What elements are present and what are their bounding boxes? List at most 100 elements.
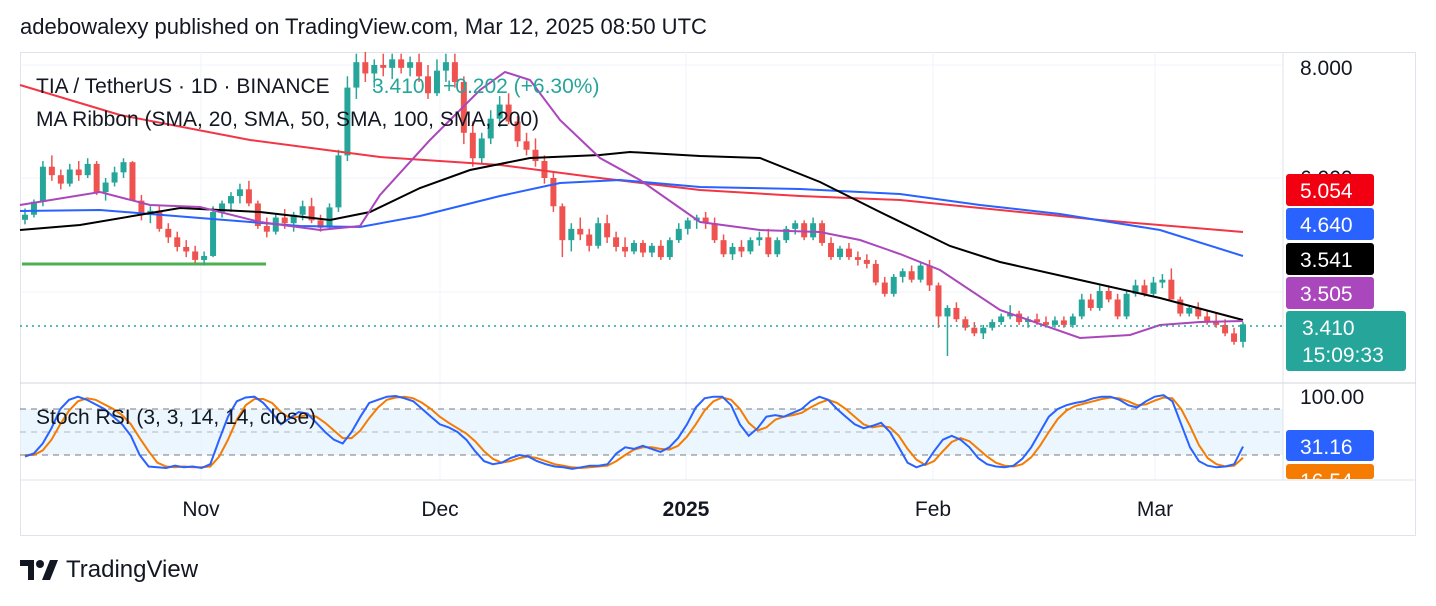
candle[interactable] <box>120 158 127 178</box>
candle[interactable] <box>1177 296 1184 317</box>
candle[interactable] <box>425 65 432 99</box>
candle[interactable] <box>66 163 73 187</box>
candle[interactable] <box>57 169 64 190</box>
candle[interactable] <box>702 211 709 229</box>
candle[interactable] <box>201 251 208 266</box>
candle[interactable] <box>774 237 781 258</box>
candle[interactable] <box>962 316 969 331</box>
candle[interactable] <box>604 214 611 243</box>
sma-200-line[interactable] <box>19 84 1244 233</box>
candle[interactable] <box>550 172 557 212</box>
candle[interactable] <box>971 322 978 337</box>
candle[interactable] <box>711 217 718 243</box>
candle[interactable] <box>362 52 369 82</box>
candle[interactable] <box>1240 322 1246 348</box>
candle[interactable] <box>156 206 163 232</box>
candle[interactable] <box>935 282 942 328</box>
candle[interactable] <box>210 206 217 258</box>
candle[interactable] <box>639 240 646 258</box>
candle[interactable] <box>102 178 109 201</box>
candle[interactable] <box>183 240 190 258</box>
candle[interactable] <box>729 242 736 260</box>
candle[interactable] <box>1150 276 1157 297</box>
candle[interactable] <box>595 217 602 249</box>
candle[interactable] <box>854 251 861 266</box>
candle[interactable] <box>84 158 91 178</box>
candle[interactable] <box>326 203 333 229</box>
candle[interactable] <box>469 121 476 167</box>
candle[interactable] <box>398 53 405 74</box>
candle[interactable] <box>442 53 449 82</box>
candle[interactable] <box>747 237 754 255</box>
candle[interactable] <box>129 161 136 201</box>
candle[interactable] <box>872 259 879 286</box>
candle[interactable] <box>478 132 485 164</box>
candle[interactable] <box>1087 293 1094 311</box>
candle[interactable] <box>192 245 199 263</box>
ma-ribbon-legend[interactable]: MA Ribbon (SMA, 20, SMA, 50, SMA, 100, S… <box>36 108 539 131</box>
candle[interactable] <box>1159 274 1166 289</box>
candle[interactable] <box>1132 279 1139 297</box>
symbol-legend[interactable]: TIA / TetherUS · 1D · BINANCE <box>36 75 330 98</box>
candle[interactable] <box>433 59 440 97</box>
candle[interactable] <box>720 234 727 258</box>
candle[interactable] <box>1096 285 1103 311</box>
candle[interactable] <box>263 217 270 238</box>
candle[interactable] <box>828 237 835 260</box>
candle[interactable] <box>675 223 682 243</box>
candle[interactable] <box>1186 305 1193 317</box>
candle[interactable] <box>335 149 342 212</box>
candle[interactable] <box>541 155 548 184</box>
candle[interactable] <box>344 76 351 162</box>
candle[interactable] <box>245 180 252 207</box>
candle[interactable] <box>890 274 897 297</box>
candle[interactable] <box>836 245 843 260</box>
candle[interactable] <box>165 223 172 243</box>
candle[interactable] <box>881 276 888 297</box>
candle[interactable] <box>174 231 181 252</box>
footer-brand[interactable]: TradingView <box>20 556 198 584</box>
candle[interactable] <box>917 262 924 283</box>
candle[interactable] <box>39 161 46 207</box>
candle[interactable] <box>568 223 575 252</box>
stoch-k-line[interactable] <box>24 394 1244 470</box>
candle[interactable] <box>863 254 870 269</box>
sma-100-line[interactable] <box>19 178 1244 257</box>
candle[interactable] <box>1231 327 1238 345</box>
candle[interactable] <box>613 231 620 252</box>
stoch-rsi-legend[interactable]: Stoch RSI (3, 3, 14, 14, close) <box>36 406 316 429</box>
candle[interactable] <box>1195 302 1202 320</box>
candle[interactable] <box>666 237 673 260</box>
candle[interactable] <box>765 228 772 258</box>
candle[interactable] <box>657 240 664 260</box>
candle[interactable] <box>487 110 494 145</box>
candle[interactable] <box>783 226 790 243</box>
candle[interactable] <box>559 203 566 258</box>
candle[interactable] <box>523 132 530 156</box>
candle[interactable] <box>371 59 378 88</box>
candle[interactable] <box>684 217 691 235</box>
candle[interactable] <box>111 166 118 187</box>
candle[interactable] <box>1069 313 1076 328</box>
candle[interactable] <box>416 53 423 82</box>
candle[interactable] <box>227 192 234 212</box>
candle[interactable] <box>1114 293 1121 320</box>
candle[interactable] <box>1016 310 1023 325</box>
candle[interactable] <box>407 56 414 77</box>
candle[interactable] <box>380 53 387 77</box>
candle[interactable] <box>254 200 261 229</box>
candle[interactable] <box>353 53 360 99</box>
candle[interactable] <box>953 302 960 323</box>
candle[interactable] <box>317 214 324 232</box>
candle[interactable] <box>810 217 817 241</box>
sma-20-line[interactable] <box>19 70 1244 340</box>
candle[interactable] <box>1123 291 1130 320</box>
candle[interactable] <box>899 268 906 283</box>
candle[interactable] <box>1105 285 1112 303</box>
candle[interactable] <box>219 200 226 218</box>
candle[interactable] <box>1060 316 1067 328</box>
candle[interactable] <box>792 220 799 235</box>
candle[interactable] <box>236 183 243 204</box>
candle[interactable] <box>998 313 1005 325</box>
